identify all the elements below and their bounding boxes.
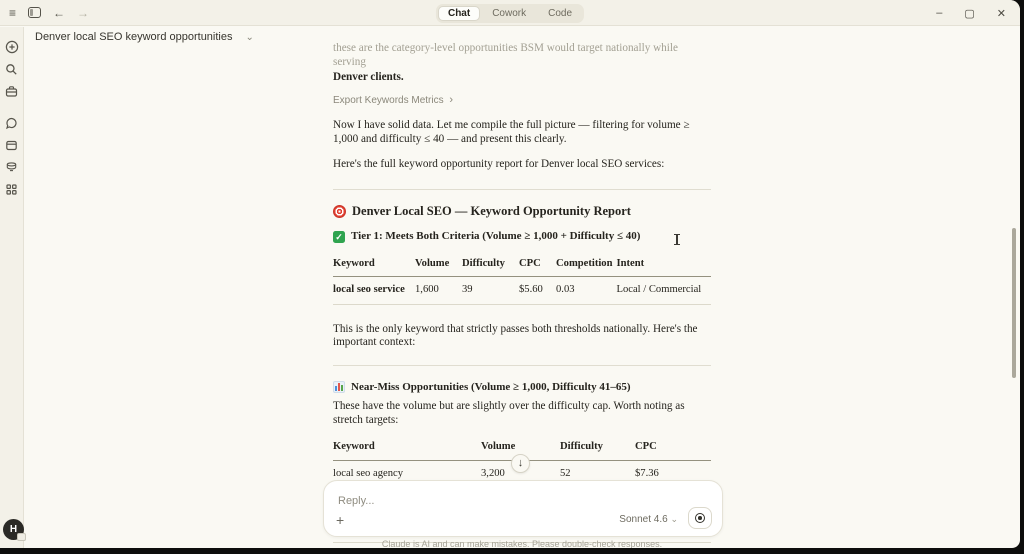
- column-header: Keyword: [333, 436, 481, 461]
- table-cell: local seo service: [333, 276, 415, 305]
- target-icon: [333, 204, 346, 218]
- report-title-text: Denver Local SEO — Keyword Opportunity R…: [352, 203, 631, 218]
- column-header: Competition: [556, 252, 617, 277]
- report-title: Denver Local SEO — Keyword Opportunity R…: [333, 203, 711, 219]
- table-row: local seo service 1,600 39 $5.60 0.03 Local /…: [333, 276, 711, 305]
- column-header: CPC: [635, 436, 711, 461]
- column-header: Intent: [616, 252, 711, 277]
- box-icon[interactable]: [5, 139, 18, 152]
- table-cell: Local / Commercial: [616, 276, 711, 305]
- back-button[interactable]: ←: [53, 5, 66, 20]
- column-header: Keyword: [333, 252, 415, 277]
- nearmiss-heading: Near-Miss Opportunities (Volume ≥ 1,000,…: [333, 381, 711, 395]
- sidebar-rail: H: [0, 27, 26, 548]
- maximize-button[interactable]: ▢: [964, 7, 975, 20]
- previous-text-line: these are the category-level opportuniti…: [333, 42, 678, 68]
- tab-code[interactable]: Code: [548, 8, 573, 19]
- text-cursor: [674, 234, 679, 245]
- tier1-heading-text: Tier 1: Meets Both Criteria (Volume ≥ 1,…: [351, 230, 641, 242]
- attach-button[interactable]: +: [336, 512, 345, 528]
- record-icon: [695, 513, 705, 523]
- bar-chart-icon: [333, 381, 345, 394]
- conversation-title: Denver local SEO keyword opportunities: [35, 31, 233, 43]
- previous-text-bold: Denver clients.: [333, 71, 404, 83]
- section-divider: [333, 188, 711, 190]
- section-divider: [333, 364, 711, 366]
- chat-bubble-icon[interactable]: [5, 117, 18, 130]
- table-cell: 39: [462, 276, 519, 305]
- table-cell: 0.03: [556, 276, 617, 305]
- apps-grid-icon[interactable]: [5, 183, 18, 196]
- hamburger-menu-icon[interactable]: ≡: [9, 5, 17, 20]
- nearmiss-heading-text: Near-Miss Opportunities (Volume ≥ 1,000,…: [351, 380, 631, 393]
- minimize-button[interactable]: –: [936, 7, 943, 19]
- paragraph: Here's the full keyword opportunity repo…: [333, 158, 665, 170]
- chevron-down-icon: ⌄: [670, 514, 678, 524]
- voice-mode-button[interactable]: [688, 507, 712, 529]
- reply-composer[interactable]: Reply... + Sonnet 4.6 ⌄: [323, 480, 723, 537]
- column-header: CPC: [519, 252, 556, 277]
- conversation-title-row[interactable]: Denver local SEO keyword opportunities ⌄: [35, 31, 254, 43]
- model-label: Sonnet 4.6: [619, 514, 668, 525]
- check-icon: [333, 230, 345, 243]
- column-header: Volume: [415, 252, 462, 277]
- tool-chip-label: Export Keywords Metrics: [333, 94, 444, 106]
- close-button[interactable]: ✕: [996, 7, 1006, 20]
- tab-cowork[interactable]: Cowork: [492, 8, 527, 19]
- column-header: Difficulty: [560, 436, 635, 461]
- vertical-scrollbar[interactable]: [1012, 228, 1016, 378]
- avatar-initial: H: [9, 524, 18, 535]
- table-cell: 1,600: [415, 276, 462, 305]
- table-cell: $5.60: [519, 276, 556, 305]
- user-avatar[interactable]: H: [3, 519, 26, 541]
- tab-chat[interactable]: Chat: [437, 6, 481, 21]
- disclaimer-text: Claude is AI and can make mistakes. Plea…: [381, 539, 663, 548]
- layers-icon[interactable]: [5, 161, 18, 174]
- new-chat-icon[interactable]: [5, 40, 19, 54]
- reply-input[interactable]: Reply...: [338, 495, 375, 507]
- avatar-settings-badge: [17, 533, 26, 541]
- paragraph: This is the only keyword that strictly p…: [333, 322, 698, 349]
- tool-use-chip[interactable]: Export Keywords Metrics ›: [333, 94, 711, 108]
- tier1-heading: Tier 1: Meets Both Criteria (Volume ≥ 1,…: [333, 230, 711, 244]
- mode-tabs: Chat Cowork Code: [435, 4, 585, 23]
- paragraph: These have the volume but are slightly o…: [333, 400, 685, 426]
- forward-button[interactable]: →: [77, 5, 90, 20]
- chevron-down-icon: ⌄: [245, 32, 254, 43]
- sidebar-toggle-icon[interactable]: [28, 7, 42, 18]
- chip-chevron-icon: ›: [449, 93, 454, 106]
- briefcase-icon[interactable]: [5, 85, 18, 98]
- titlebar: ≡ ← → Chat Cowork Code – ▢ ✕: [0, 0, 1020, 26]
- search-icon[interactable]: [5, 63, 18, 76]
- model-selector[interactable]: Sonnet 4.6 ⌄: [619, 514, 678, 525]
- tier1-table: Keyword Volume Difficulty CPC Competition Int…: [333, 252, 711, 305]
- paragraph: Now I have solid data. Let me compile th…: [333, 119, 690, 145]
- column-header: Difficulty: [462, 252, 519, 277]
- scroll-to-bottom-button[interactable]: ↓: [511, 454, 530, 473]
